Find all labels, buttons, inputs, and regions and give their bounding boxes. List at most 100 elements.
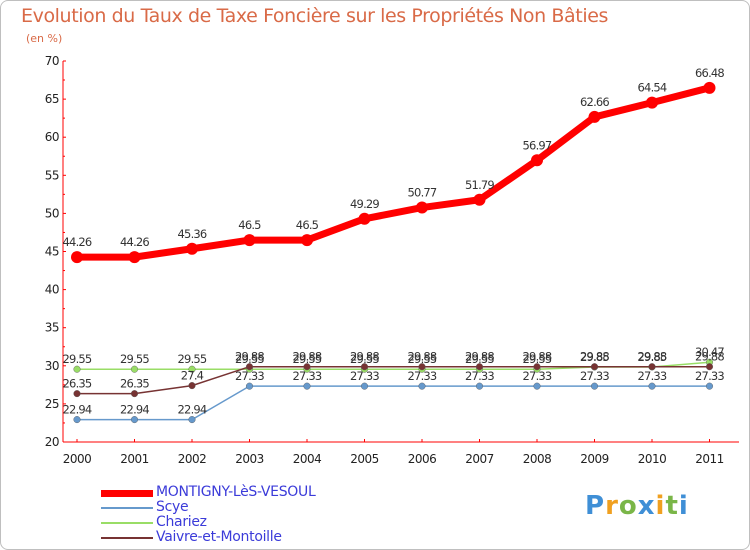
data-label: 27.33 xyxy=(350,369,379,383)
data-label: 29.55 xyxy=(178,352,207,366)
y-tick-label: 60 xyxy=(45,130,59,144)
data-label: 44.26 xyxy=(63,235,92,249)
logo-letter: i xyxy=(678,491,689,521)
data-point xyxy=(473,193,486,206)
y-axis-unit-label: (en %) xyxy=(26,32,63,45)
series-line xyxy=(77,361,710,370)
data-point xyxy=(476,363,484,371)
x-tick-label: 2006 xyxy=(408,452,437,466)
y-tick-label: 25 xyxy=(45,397,59,411)
data-label: 27.33 xyxy=(523,369,552,383)
x-tick-label: 2005 xyxy=(350,452,379,466)
data-point xyxy=(130,390,138,398)
data-label: 26.35 xyxy=(63,377,92,391)
data-label: 27.4 xyxy=(181,369,204,383)
data-label: 62.66 xyxy=(580,95,609,109)
data-label: 27.33 xyxy=(465,369,494,383)
data-label: 64.54 xyxy=(638,81,667,95)
data-point xyxy=(361,382,369,390)
data-label: 29.55 xyxy=(408,352,437,366)
data-label: 50.77 xyxy=(408,186,437,200)
legend-label: Chariez xyxy=(156,514,207,530)
legend-label: MONTIGNY-LèS-VESOUL xyxy=(156,484,316,500)
data-label: 29.55 xyxy=(293,352,322,366)
data-label: 29.85 xyxy=(580,350,609,364)
data-label: 29.88 xyxy=(235,350,264,364)
data-label: 29.55 xyxy=(120,352,149,366)
data-point xyxy=(646,96,658,109)
data-label: 49.29 xyxy=(350,197,379,211)
data-label: 29.88 xyxy=(580,350,609,364)
x-tick-label: 2011 xyxy=(695,452,724,466)
data-label: 27.33 xyxy=(235,369,264,383)
x-tick-label: 2007 xyxy=(465,452,494,466)
data-label: 29.55 xyxy=(523,352,552,366)
data-point xyxy=(418,382,426,390)
data-point xyxy=(358,212,371,225)
y-tick-label: 55 xyxy=(45,168,59,182)
data-label: 46.5 xyxy=(296,218,319,232)
data-label: 29.88 xyxy=(465,350,494,364)
y-tick-label: 65 xyxy=(45,92,59,106)
data-point xyxy=(648,382,656,390)
data-point xyxy=(303,382,311,390)
data-point xyxy=(188,365,196,373)
data-label: 29.55 xyxy=(465,352,494,366)
y-tick-label: 40 xyxy=(45,283,59,297)
y-tick-label: 45 xyxy=(45,245,59,259)
x-tick-label: 2008 xyxy=(523,452,552,466)
x-tick-label: 2004 xyxy=(293,452,322,466)
x-tick-label: 2003 xyxy=(235,452,264,466)
data-label: 26.35 xyxy=(120,377,149,391)
data-label: 29.85 xyxy=(638,350,667,364)
data-label: 66.48 xyxy=(695,66,724,80)
series-line xyxy=(77,385,710,421)
logo-letter: t xyxy=(665,491,679,521)
data-label: 29.88 xyxy=(523,350,552,364)
legend-swatch xyxy=(101,537,153,539)
logo-letter: r xyxy=(605,491,619,521)
data-label: 27.33 xyxy=(293,369,322,383)
logo-letter: i xyxy=(655,491,666,521)
chart-title: Evolution du Taux de Taxe Foncière sur l… xyxy=(21,5,609,27)
logo-letter: x xyxy=(637,491,656,521)
data-label: 30.47 xyxy=(695,345,724,359)
logo-letter: P xyxy=(585,491,606,521)
y-tick-label: 35 xyxy=(45,321,59,335)
legend-swatch xyxy=(101,489,153,497)
x-tick-label: 2010 xyxy=(638,452,667,466)
data-point xyxy=(706,363,714,371)
y-tick-label: 20 xyxy=(45,435,59,449)
data-point xyxy=(591,363,599,371)
data-point xyxy=(591,382,599,390)
data-label: 29.55 xyxy=(63,352,92,366)
data-point xyxy=(73,365,81,373)
data-point xyxy=(71,251,83,264)
data-label: 22.94 xyxy=(63,403,92,417)
data-point xyxy=(130,365,138,373)
data-point xyxy=(130,416,138,424)
legend-swatch xyxy=(101,507,153,509)
data-point xyxy=(128,251,141,264)
y-tick-label: 30 xyxy=(45,359,59,373)
data-label: 27.33 xyxy=(695,369,724,383)
data-point xyxy=(303,363,311,371)
series-line xyxy=(77,365,710,395)
data-point xyxy=(188,382,196,390)
data-label: 29.55 xyxy=(350,352,379,366)
legend-swatch xyxy=(101,522,153,524)
data-label: 29.55 xyxy=(235,352,264,366)
x-tick-label: 2001 xyxy=(120,452,149,466)
data-label: 22.94 xyxy=(120,403,149,417)
data-label: 46.5 xyxy=(238,218,261,232)
proxiti-logo: Proxiti xyxy=(585,491,689,521)
logo-letter: o xyxy=(618,491,638,521)
x-tick-label: 2002 xyxy=(178,452,207,466)
legend-label: Scye xyxy=(156,499,189,515)
data-point xyxy=(703,81,716,94)
data-label: 22.94 xyxy=(178,403,207,417)
data-point xyxy=(416,201,428,214)
data-point xyxy=(188,416,196,424)
data-point xyxy=(588,110,601,123)
